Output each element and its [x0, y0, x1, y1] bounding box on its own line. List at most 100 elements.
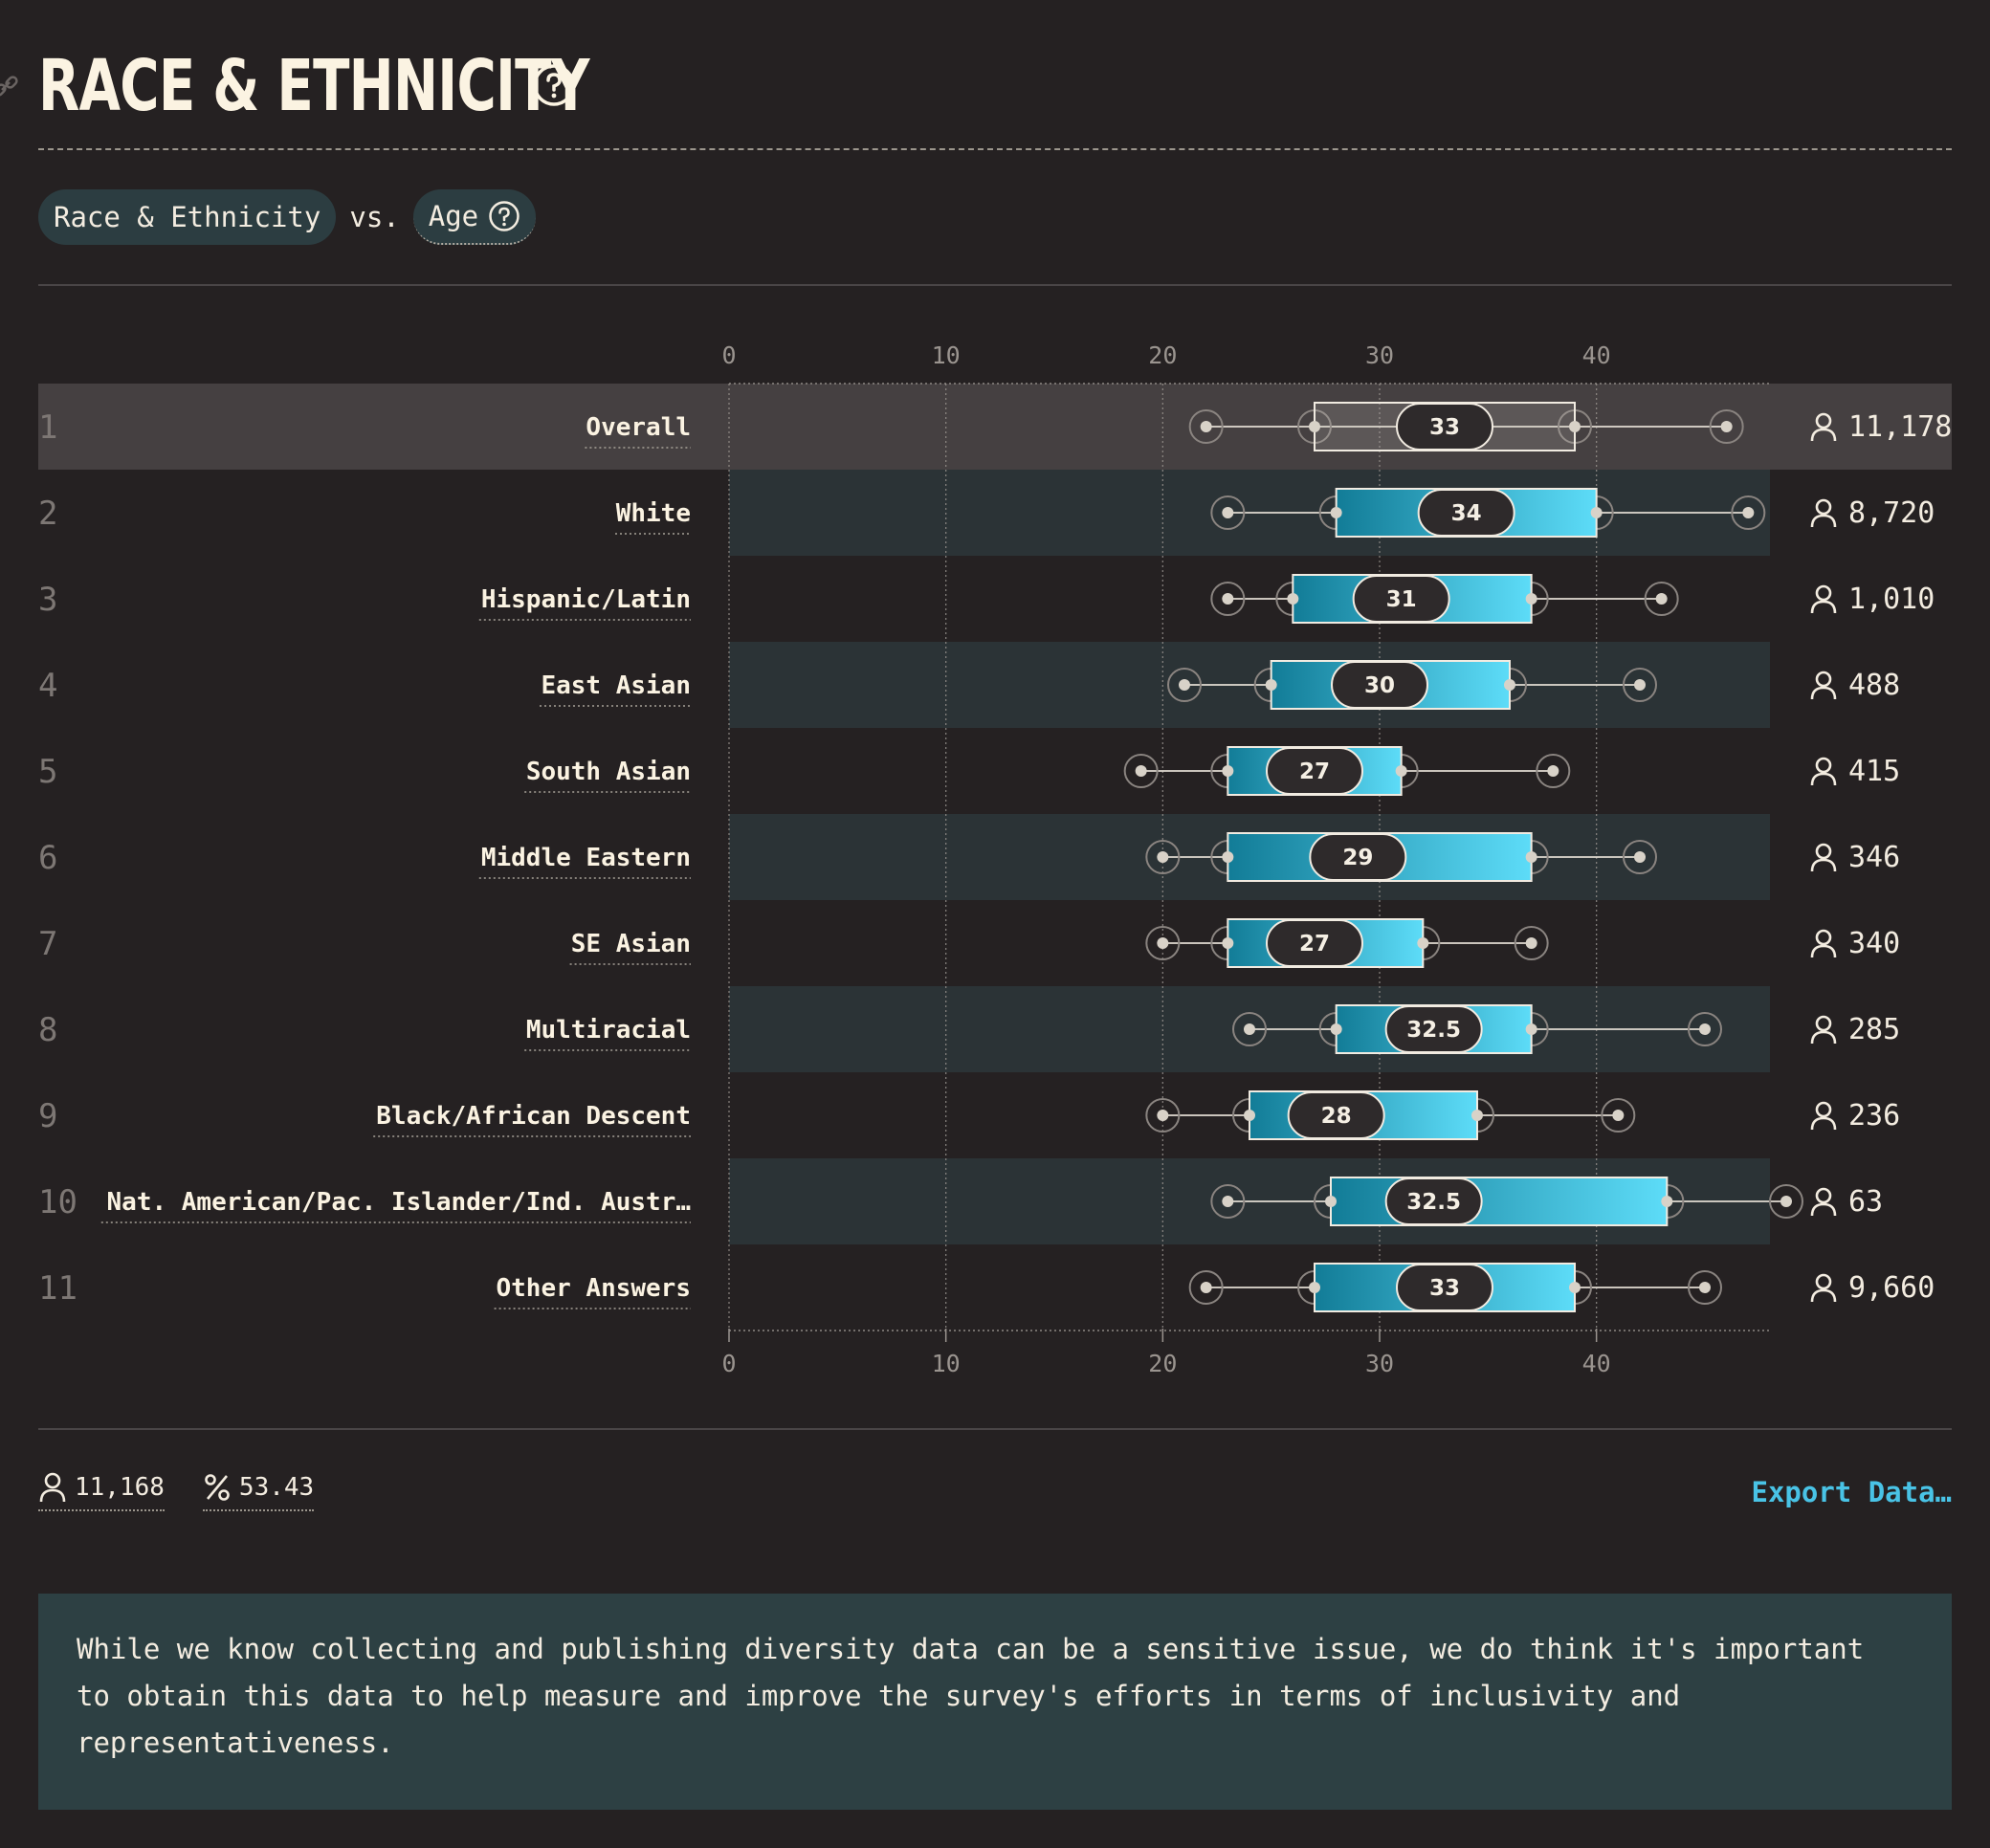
quartile-dot: [1222, 765, 1234, 777]
whisker-end-dot: [1200, 1282, 1212, 1293]
row-label[interactable]: East Asian: [541, 671, 691, 700]
quartile-dot: [1525, 851, 1537, 863]
respondent-count: 9,660: [1848, 1271, 1935, 1305]
quartile-dot: [1569, 1282, 1581, 1293]
median-label: 34: [1451, 501, 1482, 526]
whisker-end-dot: [1222, 1196, 1234, 1207]
person-icon: [1815, 498, 1832, 516]
median-label: 29: [1342, 846, 1373, 870]
row-label[interactable]: Other Answers: [497, 1274, 692, 1303]
whisker-end-dot: [1244, 1023, 1255, 1035]
x-tick-label-top: 10: [932, 341, 961, 369]
median-pill: [1384, 1177, 1483, 1225]
whisker-end-dot: [1742, 507, 1755, 518]
respondent-count: 236: [1848, 1099, 1900, 1133]
chart-row: 9 Black/African Descent 28 236: [38, 1090, 1900, 1140]
respondents-stat[interactable]: 11,168: [38, 1471, 165, 1511]
help-icon[interactable]: [532, 63, 576, 107]
median-pill: [1417, 489, 1515, 537]
whisker-end-dot: [1699, 1282, 1711, 1293]
secondary-variable-pill[interactable]: Age: [412, 189, 537, 245]
median-pill: [1287, 1091, 1385, 1139]
person-icon: [1815, 843, 1832, 860]
median-label: 33: [1429, 1276, 1460, 1301]
quartile-dot: [1525, 593, 1537, 605]
person-icon: [1815, 1101, 1832, 1118]
whisker-end-ring: [1769, 1184, 1803, 1219]
percent-icon: [205, 1474, 230, 1501]
row-rank: 6: [38, 839, 57, 877]
page-title: RACE & ETHNICITY: [38, 45, 589, 127]
row-label[interactable]: Black/African Descent: [376, 1102, 691, 1131]
row-label[interactable]: Hispanic/Latin: [481, 585, 691, 614]
x-tick-label-bottom: 30: [1365, 1350, 1394, 1377]
row-label[interactable]: South Asian: [526, 758, 691, 786]
person-icon: [1810, 858, 1837, 872]
whisker-end-dot: [1222, 593, 1234, 605]
row-label[interactable]: Multiracial: [526, 1016, 691, 1045]
respondent-count: 488: [1848, 669, 1900, 702]
secondary-variable-label: Age: [428, 200, 479, 232]
whisker-end-dot: [1157, 937, 1169, 949]
whisker-end-ring: [1623, 668, 1657, 702]
quartile-dot: [1325, 1196, 1337, 1207]
primary-variable-pill[interactable]: Race & Ethnicity: [38, 189, 337, 245]
row-label[interactable]: SE Asian: [571, 930, 691, 958]
row-label[interactable]: Middle Eastern: [481, 844, 691, 872]
whisker-end-ring: [1536, 754, 1571, 788]
x-tick-label-top: 0: [721, 341, 736, 369]
chart-row: 5 South Asian 27 415: [38, 746, 1900, 796]
variable-selector: Race & Ethnicity vs. Age: [38, 189, 537, 245]
quartile-dot: [1309, 1282, 1320, 1293]
respondent-count: 8,720: [1848, 496, 1935, 530]
whisker-end-dot: [1780, 1196, 1792, 1207]
quartile-dot: [1330, 507, 1342, 518]
chart-row: 4 East Asian 30 488: [38, 660, 1900, 710]
whisker-end-dot: [1525, 937, 1537, 949]
median-label: 27: [1299, 759, 1330, 784]
row-rank: 8: [38, 1011, 57, 1049]
row-label[interactable]: Overall: [586, 413, 691, 442]
chart-row: 1 Overall 33 11,178: [38, 402, 1952, 451]
x-tick-label-top: 20: [1148, 341, 1177, 369]
person-icon: [1815, 671, 1832, 688]
person-icon: [1815, 584, 1832, 602]
person-icon: [1815, 929, 1832, 946]
x-tick-label-bottom: 10: [932, 1350, 961, 1377]
row-label[interactable]: Nat. American/Pac. Islander/Ind. Austr…: [107, 1188, 691, 1217]
median-pill: [1384, 1005, 1483, 1053]
x-tick-label-top: 30: [1365, 341, 1394, 369]
respondents-value: 11,168: [75, 1473, 165, 1502]
percent-stat[interactable]: 53.43: [202, 1471, 315, 1511]
quartile-dot: [1504, 679, 1515, 691]
whisker-end-ring: [1145, 926, 1181, 960]
whisker-end-dot: [1699, 1023, 1711, 1035]
person-icon: [39, 1472, 66, 1503]
whisker-end-ring: [1688, 1012, 1722, 1046]
whisker-end-dot: [1634, 679, 1646, 691]
chart-row: 6 Middle Eastern 29 346: [38, 832, 1900, 882]
respondent-count: 285: [1848, 1013, 1900, 1046]
whisker-end-ring: [1731, 495, 1766, 530]
person-icon: [1810, 600, 1837, 614]
quartile-dot: [1590, 507, 1603, 518]
respondent-count: 63: [1848, 1185, 1883, 1219]
whisker-end-ring: [1623, 840, 1657, 874]
person-icon: [1810, 944, 1837, 958]
median-label: 32.5: [1406, 1190, 1461, 1215]
whisker-end-ring: [1188, 409, 1224, 444]
respondent-count: 415: [1848, 755, 1900, 788]
quartile-dot: [1265, 679, 1277, 691]
row-label[interactable]: White: [616, 499, 691, 528]
whisker-end-ring: [1210, 1184, 1246, 1219]
export-data-link[interactable]: Export Data…: [1751, 1476, 1952, 1508]
whisker-end-dot: [1612, 1110, 1625, 1121]
row-rank: 11: [38, 1269, 77, 1308]
median-pill: [1352, 575, 1450, 623]
link-icon[interactable]: [0, 73, 21, 101]
person-icon: [1810, 428, 1837, 442]
percent-value: 53.43: [238, 1473, 315, 1502]
help-icon[interactable]: [488, 200, 520, 232]
median-label: 27: [1299, 932, 1330, 957]
